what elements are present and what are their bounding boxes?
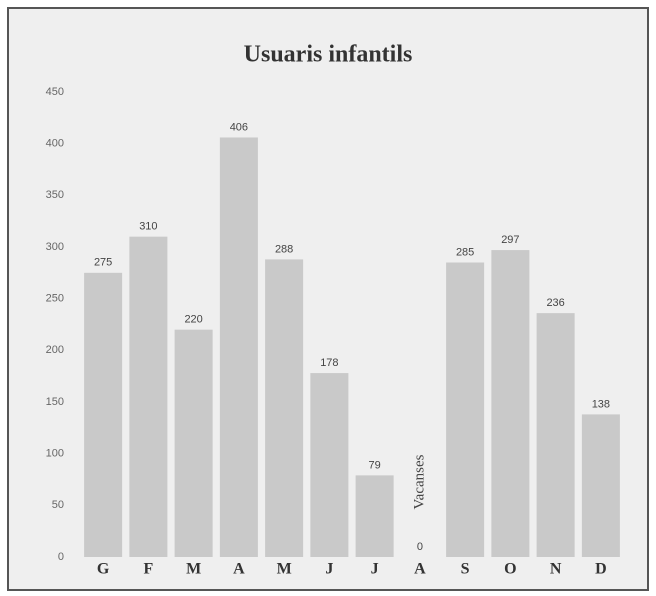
value-label: 406	[230, 121, 248, 133]
bar	[174, 329, 213, 557]
bar	[536, 313, 575, 557]
value-label: 310	[139, 221, 157, 233]
annotation: Vacanses	[411, 454, 427, 509]
value-label: 220	[184, 314, 202, 326]
value-label: 285	[456, 246, 474, 258]
x-tick-label: A	[414, 561, 426, 578]
y-tick-label: 350	[46, 189, 64, 201]
value-label: 275	[94, 257, 112, 269]
x-tick-label: M	[186, 561, 201, 578]
x-tick-label: G	[97, 561, 110, 578]
x-tick-label: F	[143, 561, 153, 578]
bar	[310, 373, 349, 557]
value-label: 138	[592, 398, 610, 410]
bar	[219, 137, 258, 557]
value-label: 288	[275, 243, 293, 255]
y-tick-label: 250	[46, 293, 64, 305]
x-tick-label: J	[325, 561, 333, 578]
y-tick-label: 50	[52, 499, 64, 511]
bar	[355, 475, 394, 557]
x-tick-label: S	[461, 561, 470, 578]
value-label: 178	[320, 357, 338, 369]
y-tick-label: 0	[58, 551, 64, 563]
x-tick-label: M	[277, 561, 292, 578]
chart-title: Usuaris infantils	[244, 42, 413, 68]
y-tick-label: 200	[46, 344, 64, 356]
bar	[129, 236, 168, 557]
y-tick-label: 300	[46, 241, 64, 253]
bar	[446, 262, 485, 557]
value-label: 297	[501, 234, 519, 246]
y-tick-label: 150	[46, 396, 64, 408]
bar	[581, 414, 620, 557]
bar	[84, 272, 123, 557]
y-tick-label: 100	[46, 448, 64, 460]
x-tick-label: N	[550, 561, 562, 578]
x-tick-label: D	[595, 561, 607, 578]
x-tick-label: J	[371, 561, 379, 578]
value-label: 236	[546, 297, 564, 309]
x-tick-label: O	[504, 561, 516, 578]
value-label: 79	[369, 459, 381, 471]
value-label: 0	[417, 541, 423, 553]
y-tick-label: 450	[46, 86, 64, 98]
y-tick-label: 400	[46, 138, 64, 150]
bar	[491, 250, 530, 557]
x-tick-label: A	[233, 561, 245, 578]
bar	[265, 259, 304, 557]
